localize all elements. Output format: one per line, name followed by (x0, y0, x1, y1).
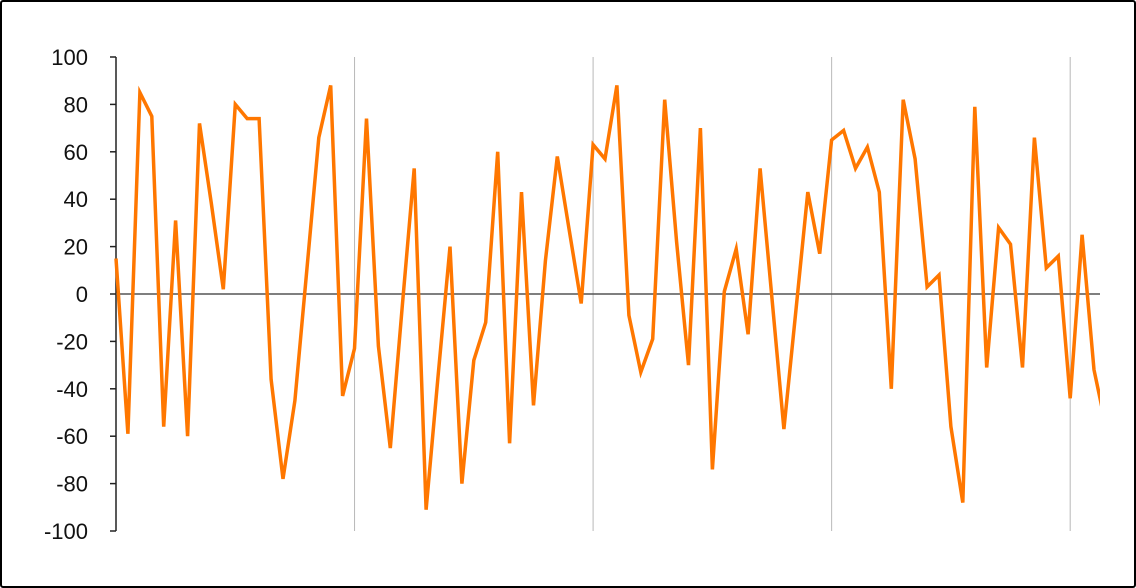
y-tick-label: 100 (51, 45, 88, 70)
y-tick-label: -20 (56, 329, 88, 354)
series-group (114, 85, 1100, 510)
y-tick-label: 60 (64, 140, 88, 165)
y-axis: 100 80 60 40 20 0 -20 -40 -60 -80 -100 (44, 45, 1100, 544)
y-tick-label: -100 (44, 519, 88, 544)
y-tick-label: -60 (56, 424, 88, 449)
y-tick-label: -40 (56, 377, 88, 402)
y-tick-label: -80 (56, 472, 88, 497)
y-tick-label: 80 (64, 92, 88, 117)
y-tick-label: 40 (64, 187, 88, 212)
y-tick-label: 0 (76, 282, 88, 307)
series-line (114, 85, 1100, 510)
y-tick-label: 20 (64, 235, 88, 260)
